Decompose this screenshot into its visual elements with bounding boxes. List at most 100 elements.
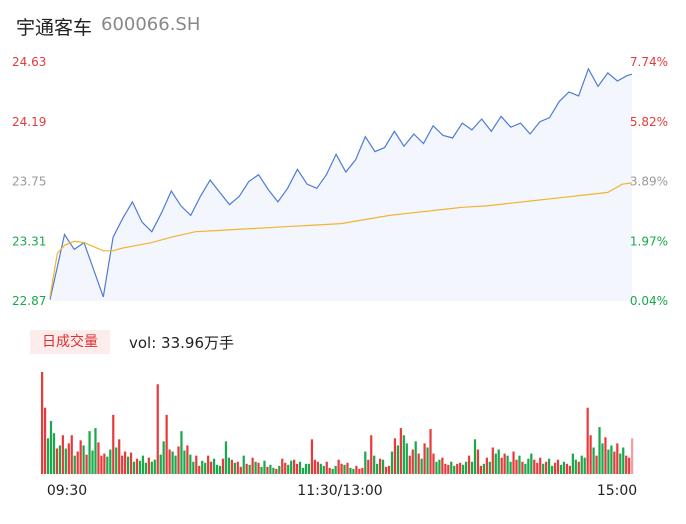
volume-bar bbox=[301, 467, 305, 474]
volume-bar bbox=[530, 453, 533, 474]
volume-bar bbox=[589, 435, 592, 474]
volume-bar bbox=[343, 464, 346, 474]
volume-bar bbox=[64, 448, 67, 474]
volume-bar bbox=[503, 453, 506, 474]
volume-bar bbox=[150, 461, 153, 474]
volume-bar bbox=[420, 458, 423, 474]
volume-bar bbox=[124, 451, 127, 474]
volume-bar bbox=[429, 429, 432, 474]
volume-bar bbox=[109, 449, 112, 474]
volume-bar bbox=[221, 458, 225, 474]
volume-bar bbox=[103, 453, 106, 474]
volume-bar bbox=[195, 455, 198, 474]
volume-bar bbox=[168, 449, 171, 474]
price-line bbox=[49, 67, 633, 300]
volume-bar bbox=[494, 453, 497, 474]
price-tick-label: 24.19 bbox=[12, 115, 46, 129]
volume-bar bbox=[180, 431, 183, 474]
volume-bar bbox=[364, 451, 367, 474]
volume-bar bbox=[500, 457, 503, 474]
volume-bar bbox=[328, 467, 331, 474]
volume-bar bbox=[254, 461, 257, 474]
time-tick-label: 09:30 bbox=[47, 483, 87, 499]
volume-bar bbox=[485, 457, 488, 474]
volume-bar bbox=[438, 459, 441, 474]
time-tick-label: 15:00 bbox=[597, 483, 637, 499]
volume-bar bbox=[310, 439, 314, 474]
volume-bar bbox=[147, 457, 150, 474]
volume-bar bbox=[70, 435, 73, 474]
volume-bar bbox=[85, 454, 88, 474]
volume-bar bbox=[625, 455, 628, 474]
volume-bar bbox=[598, 427, 601, 474]
volume-bar bbox=[218, 465, 222, 474]
price-tick-label: 24.63 bbox=[12, 55, 46, 69]
volume-bar bbox=[545, 461, 548, 474]
volume-bar bbox=[553, 462, 557, 474]
volume-bar bbox=[515, 459, 518, 474]
price-tick-label: 23.31 bbox=[12, 234, 46, 248]
volume-bar bbox=[562, 461, 566, 474]
average-price-line bbox=[49, 182, 633, 297]
volume-bar bbox=[112, 414, 115, 474]
volume-bar bbox=[144, 462, 147, 474]
volume-bar bbox=[367, 459, 370, 474]
volume-bar bbox=[595, 455, 598, 474]
volume-bar bbox=[610, 445, 613, 474]
volume-tab[interactable]: 日成交量 bbox=[30, 330, 110, 354]
volume-bar bbox=[453, 465, 456, 474]
volume-bar bbox=[331, 468, 334, 474]
volume-bar bbox=[470, 461, 474, 474]
time-tick-label: 11:30/13:00 bbox=[297, 483, 382, 499]
volume-bar bbox=[307, 463, 311, 474]
volume-bar bbox=[177, 446, 180, 474]
volume-bar bbox=[132, 461, 136, 474]
intraday-price-chart: 24.63 7.74% 24.19 5.82% 23.75 3.89% 23.31 1.97%… bbox=[12, 55, 668, 308]
volume-bar bbox=[361, 467, 364, 474]
price-area bbox=[50, 68, 632, 301]
volume-bar bbox=[479, 465, 483, 474]
volume-bar bbox=[82, 445, 85, 474]
volume-bar bbox=[506, 455, 509, 474]
volume-bar bbox=[230, 459, 233, 474]
volume-bar bbox=[604, 437, 607, 474]
volume-bar bbox=[574, 459, 577, 474]
volume-bar bbox=[607, 449, 610, 474]
volume-bar bbox=[476, 449, 480, 474]
volume-bar bbox=[88, 431, 91, 474]
volume-bar bbox=[316, 461, 319, 474]
volume-bar bbox=[423, 443, 426, 474]
volume-bar bbox=[467, 455, 471, 474]
volume-bar bbox=[346, 462, 349, 474]
volume-bar bbox=[414, 441, 417, 474]
pct-tick-label: 0.04% bbox=[630, 294, 668, 308]
volume-bar bbox=[162, 441, 165, 474]
volume-bar bbox=[592, 447, 595, 474]
volume-bar bbox=[349, 467, 352, 474]
volume-bar bbox=[290, 460, 293, 474]
volume-bar bbox=[482, 463, 485, 474]
price-tick-label: 23.75 bbox=[12, 175, 46, 189]
volume-bar bbox=[94, 428, 97, 474]
volume-bar bbox=[322, 465, 325, 474]
volume-bar bbox=[417, 453, 420, 474]
volume-bar bbox=[435, 461, 438, 474]
volume-bar bbox=[497, 449, 500, 474]
volume-bar bbox=[393, 438, 397, 474]
volume-bar bbox=[370, 435, 373, 474]
volume-bar bbox=[408, 455, 411, 474]
volume-bar bbox=[601, 443, 604, 474]
volume-bar bbox=[198, 465, 201, 474]
volume-bar bbox=[242, 455, 245, 474]
volume-bar bbox=[373, 455, 376, 474]
volume-bar bbox=[260, 466, 263, 474]
volume-bar bbox=[387, 465, 391, 474]
volume-bar bbox=[73, 455, 76, 474]
volume-bar bbox=[153, 459, 156, 474]
volume-bar bbox=[559, 464, 563, 474]
price-lines bbox=[49, 67, 633, 300]
volume-bar bbox=[340, 463, 343, 474]
pct-tick-label: 1.97% bbox=[630, 234, 668, 248]
volume-bar bbox=[183, 450, 186, 474]
stock-code: 600066.SH bbox=[101, 14, 201, 35]
